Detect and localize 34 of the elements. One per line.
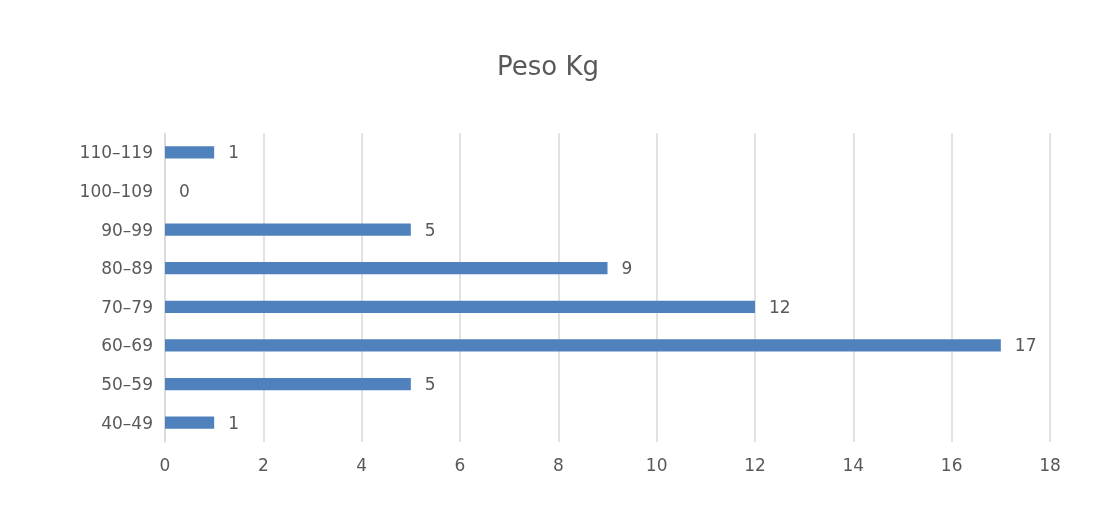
data-label: 1 — [228, 142, 239, 163]
data-label: 9 — [621, 258, 633, 279]
data-label: 1 — [228, 412, 239, 433]
y-tick-label: 80–89 — [101, 258, 153, 279]
data-label: 17 — [1014, 335, 1037, 356]
x-tick-label: 16 — [940, 454, 963, 475]
y-tick-label: 70–79 — [101, 296, 153, 317]
bar — [165, 146, 215, 159]
y-tick-label: 90–99 — [101, 219, 153, 240]
bar — [165, 416, 215, 429]
x-tick-label: 10 — [645, 454, 668, 475]
y-tick-label: 40–49 — [101, 412, 153, 433]
bar — [165, 377, 411, 391]
data-label: 5 — [424, 219, 436, 240]
y-tick-label: 50–59 — [101, 374, 153, 395]
x-tick-label: 0 — [159, 454, 171, 475]
data-label: 12 — [769, 296, 791, 317]
x-tick-label: 2 — [257, 454, 269, 475]
y-tick-label: 110–119 — [79, 142, 153, 163]
x-tick-label: 12 — [744, 454, 766, 475]
x-tick-label: 8 — [552, 454, 564, 475]
data-label: 0 — [179, 180, 190, 201]
x-tick-label: 18 — [1039, 454, 1061, 475]
bar — [165, 262, 608, 275]
bar — [165, 339, 1001, 352]
bar — [165, 300, 755, 313]
y-tick-label: 60–69 — [101, 335, 153, 356]
x-tick-label: 4 — [356, 454, 368, 475]
x-tick-label: 6 — [454, 454, 466, 475]
data-label: 5 — [424, 374, 436, 395]
chart-title: Peso Kg — [496, 51, 600, 81]
y-tick-label: 100–109 — [79, 180, 153, 201]
x-tick-label: 14 — [842, 454, 865, 475]
bar — [165, 223, 411, 236]
